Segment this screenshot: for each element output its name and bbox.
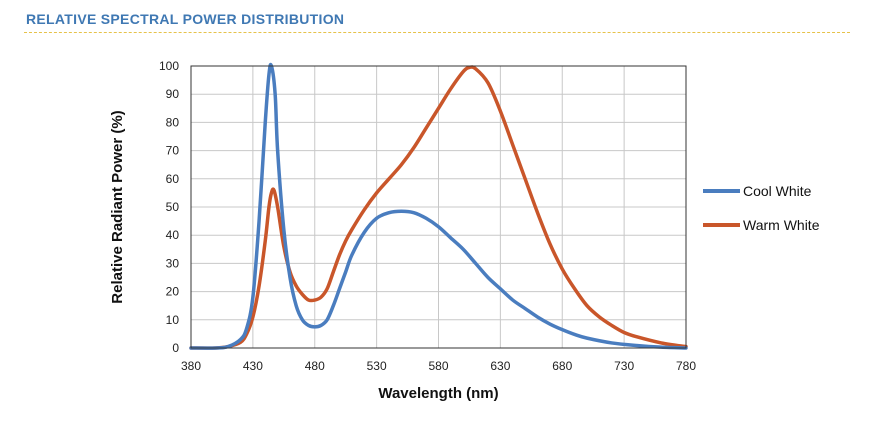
x-tick-label-730: 730 <box>614 359 634 373</box>
x-tick-label-780: 780 <box>676 359 696 373</box>
chart-legend: Cool White Warm White <box>703 183 820 233</box>
x-tick-label-580: 580 <box>428 359 448 373</box>
y-tick-label-40: 40 <box>166 228 180 242</box>
x-tick-label-380: 380 <box>181 359 201 373</box>
x-tick-label-680: 680 <box>552 359 572 373</box>
y-tick-label-80: 80 <box>166 115 180 129</box>
y-tick-label-20: 20 <box>166 285 180 299</box>
series-line-cool-white <box>189 62 688 350</box>
plot-frame <box>190 65 687 349</box>
y-tick-label-60: 60 <box>166 172 180 186</box>
title-underline <box>24 32 850 33</box>
x-tick-label-530: 530 <box>367 359 387 373</box>
y-tick-label-30: 30 <box>166 256 180 270</box>
legend-label-cool-white: Cool White <box>743 183 812 199</box>
y-tick-label-90: 90 <box>166 87 180 101</box>
x-axis-title: Wavelength (nm) <box>378 385 498 402</box>
y-tick-label-10: 10 <box>166 313 180 327</box>
y-tick-label-100: 100 <box>159 59 179 73</box>
x-tick-label-630: 630 <box>490 359 510 373</box>
y-axis-title: Relative Radiant Power (%) <box>109 110 126 303</box>
x-tick-label-430: 430 <box>243 359 263 373</box>
x-tick-label-480: 480 <box>305 359 325 373</box>
legend-label-warm-white: Warm White <box>743 217 820 233</box>
y-tick-label-50: 50 <box>166 200 180 214</box>
chart-ticks: 0 10 20 30 40 50 60 70 80 90 100 380 430 480 530 580 630… <box>159 59 696 373</box>
series-line-warm-white <box>189 65 688 350</box>
y-tick-label-0: 0 <box>172 341 179 355</box>
y-tick-label-70: 70 <box>166 144 180 158</box>
chart-title: RELATIVE SPECTRAL POWER DISTRIBUTION <box>26 11 345 27</box>
chart-series <box>189 62 688 350</box>
